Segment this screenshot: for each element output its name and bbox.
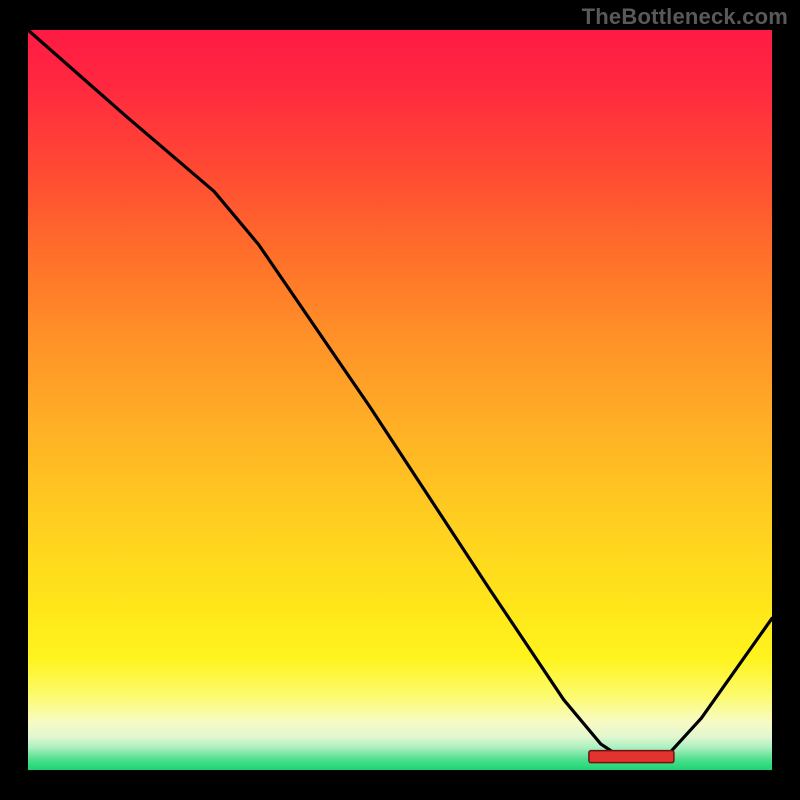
optimal-marker bbox=[589, 751, 674, 763]
attribution-text: TheBottleneck.com bbox=[582, 4, 788, 30]
chart-svg bbox=[0, 0, 800, 800]
heat-gradient bbox=[28, 30, 772, 770]
chart-stage: TheBottleneck.com bbox=[0, 0, 800, 800]
